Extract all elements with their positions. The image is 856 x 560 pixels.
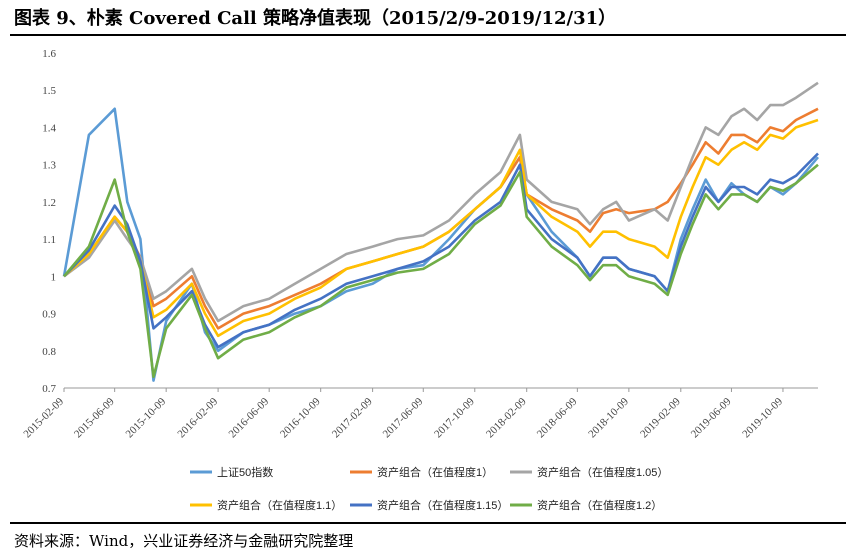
series-line-5	[63, 152, 819, 349]
legend-label: 资产组合（在值程度1.05）	[537, 465, 668, 479]
x-tick-label: 2016-10-09	[278, 395, 323, 440]
y-tick-label: 1.4	[42, 122, 56, 134]
y-tick-label: 1.2	[42, 197, 56, 209]
x-tick-label: 2019-10-09	[740, 395, 785, 440]
x-tick-label: 2017-06-09	[381, 395, 426, 440]
legend-label: 资产组合（在值程度1.15）	[377, 498, 508, 512]
legend-label: 资产组合（在值程度1）	[377, 465, 493, 479]
y-tick-label: 1.5	[42, 85, 56, 97]
x-tick-label: 2016-06-09	[227, 395, 272, 440]
y-tick-label: 0.7	[42, 383, 56, 395]
x-tick-label: 2017-10-09	[432, 395, 477, 440]
series-line-6	[63, 163, 819, 379]
source-note: 资料来源：Wind，兴业证券经济与金融研究院整理	[14, 532, 354, 550]
x-tick-label: 2019-06-09	[689, 395, 734, 440]
x-tick-label: 2016-02-09	[175, 395, 220, 440]
x-tick-label: 2015-02-09	[21, 395, 66, 440]
x-tick-label: 2019-02-09	[638, 395, 683, 440]
series-line-4	[63, 118, 819, 338]
x-tick-label: 2017-02-09	[330, 395, 375, 440]
chart-title: 图表 9、朴素 Covered Call 策略净值表现（2015/2/9-201…	[14, 8, 617, 29]
y-tick-label: 0.9	[42, 309, 56, 321]
series-line-2	[63, 107, 819, 330]
y-tick-label: 1	[51, 271, 57, 283]
x-tick-label: 2018-10-09	[586, 395, 631, 440]
y-tick-label: 1.1	[42, 234, 56, 246]
legend-label: 上证50指数	[217, 465, 273, 479]
source-divider	[10, 522, 846, 524]
title-divider	[10, 34, 846, 36]
legend-label: 资产组合（在值程度1.2）	[537, 498, 662, 512]
x-tick-label: 2018-06-09	[535, 395, 580, 440]
x-tick-label: 2015-10-09	[124, 395, 169, 440]
x-tick-label: 2015-06-09	[72, 395, 117, 440]
series-line-1	[62, 107, 819, 382]
y-tick-label: 1.3	[42, 160, 56, 172]
y-tick-label: 1.6	[42, 48, 56, 60]
series-line-3	[63, 81, 819, 323]
x-tick-label: 2018-02-09	[484, 395, 529, 440]
y-tick-label: 0.8	[42, 346, 56, 358]
legend-label: 资产组合（在值程度1.1）	[217, 498, 342, 512]
